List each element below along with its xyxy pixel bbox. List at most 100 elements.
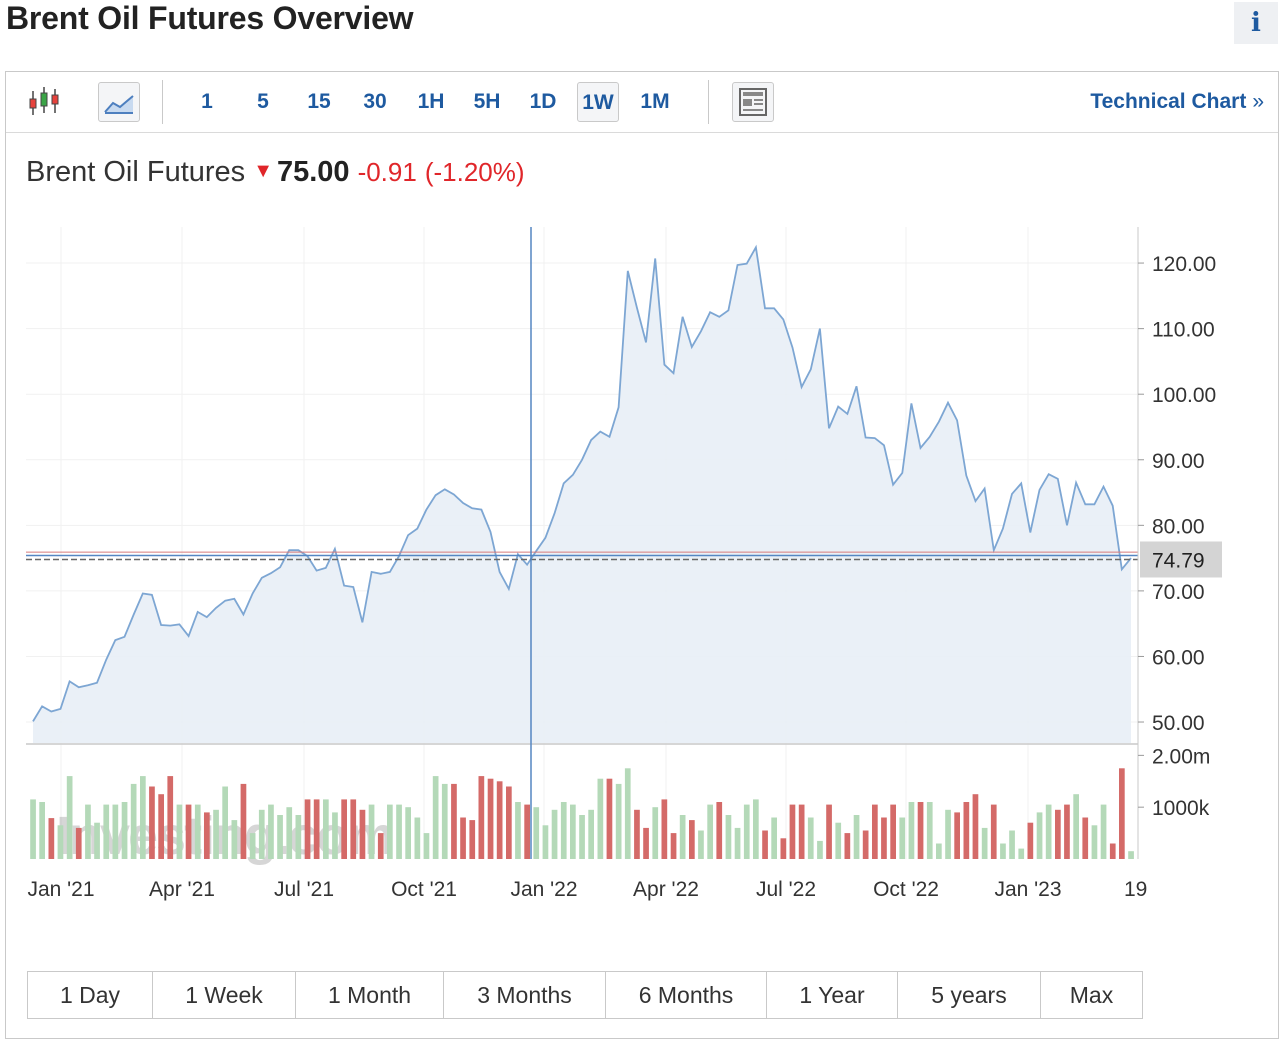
volume-bar	[780, 838, 787, 859]
price-line	[32, 244, 1132, 722]
volume-bar	[222, 786, 228, 859]
technical-chart-link[interactable]: Technical Chart»	[1090, 82, 1264, 122]
volume-bar	[286, 807, 293, 859]
volume-bar	[551, 809, 558, 859]
range-button-1-day[interactable]: 1 Day	[28, 972, 153, 1018]
volume-bar	[487, 778, 494, 859]
volume-bar	[185, 804, 192, 859]
volume-bar	[1027, 822, 1034, 859]
volume-bar	[304, 799, 311, 859]
timeframe-30[interactable]: 30	[363, 90, 387, 113]
volume-bar	[57, 825, 64, 859]
volume-bar	[615, 783, 622, 859]
volume-bar	[597, 778, 604, 859]
volume-bar	[140, 776, 146, 859]
range-button-5-years[interactable]: 5 years	[898, 972, 1041, 1018]
volume-bar	[606, 778, 613, 859]
chart-toolbar: 1 5 15 30 1H 5H 1D 1W 1M Technical Chart»	[6, 72, 1278, 133]
volume-bar	[1100, 804, 1107, 859]
volume-bar	[85, 804, 91, 859]
down-arrow-icon: ▼	[253, 160, 273, 182]
range-button-1-year[interactable]: 1 Year	[767, 972, 898, 1018]
timeframe-1h[interactable]: 1H	[417, 90, 445, 113]
volume-bar	[506, 786, 512, 859]
info-icon[interactable]: i	[1234, 2, 1278, 44]
volume-bar	[661, 799, 668, 859]
volume-bar	[405, 807, 411, 859]
volume-bar	[515, 802, 521, 859]
volume-bar	[524, 804, 530, 859]
volume-bar	[231, 820, 238, 859]
volume-bar	[323, 799, 329, 859]
timeframe-5[interactable]: 5	[257, 90, 269, 113]
volume-bar	[432, 776, 439, 859]
volume-bar	[1073, 794, 1079, 859]
volume-bar	[258, 809, 265, 859]
area-chart-icon[interactable]	[98, 82, 140, 122]
price-chart[interactable]: Investing.com120.00110.00100.0090.0080.0…	[6, 72, 1278, 902]
volume-bar	[588, 809, 594, 859]
timeframe-1w[interactable]: 1W	[577, 82, 619, 122]
volume-bar	[387, 804, 393, 859]
x-tick-label: Apr '21	[149, 878, 215, 901]
volume-bar	[277, 815, 283, 859]
instrument-name: Brent Oil Futures	[26, 156, 246, 188]
volume-bar	[1091, 825, 1098, 859]
range-button-3-months[interactable]: 3 Months	[444, 972, 606, 1018]
volume-bar	[542, 825, 549, 859]
timeframe-5h[interactable]: 5H	[473, 90, 501, 113]
volume-bar	[707, 804, 713, 859]
volume-bar	[332, 812, 338, 859]
layout-icon[interactable]	[732, 82, 774, 122]
volume-bar	[798, 804, 805, 859]
volume-bar	[469, 820, 476, 859]
volume-bar	[313, 799, 320, 859]
volume-bar	[451, 783, 457, 859]
volume-bar	[478, 776, 485, 859]
timeframe-1m[interactable]: 1M	[640, 90, 670, 113]
range-button-6-months[interactable]: 6 Months	[606, 972, 767, 1018]
range-button-1-week[interactable]: 1 Week	[153, 972, 296, 1018]
volume-tick-label: 2.00m	[1152, 745, 1210, 768]
volume-bar	[167, 776, 174, 859]
page-title: Brent Oil Futures Overview	[6, 0, 414, 36]
range-button-max[interactable]: Max	[1069, 982, 1114, 1008]
volume-bar	[1018, 848, 1025, 859]
volume-bar	[945, 809, 951, 859]
y-tick-label: 120.00	[1152, 253, 1216, 276]
volume-bar	[1045, 804, 1052, 859]
volume-bar	[881, 817, 887, 859]
volume-bar	[249, 833, 256, 859]
volume-bar	[579, 815, 585, 859]
y-tick-label: 110.00	[1152, 319, 1215, 342]
volume-bar	[570, 804, 576, 859]
volume-bar	[560, 802, 567, 859]
range-button-1-month[interactable]: 1 Month	[296, 972, 444, 1018]
volume-bar	[268, 804, 274, 859]
price-change: -0.91	[357, 157, 417, 187]
volume-bar	[1064, 804, 1070, 859]
volume-bar	[39, 802, 45, 859]
volume-bar	[679, 815, 686, 859]
volume-bar	[103, 804, 110, 859]
timeframe-1[interactable]: 1	[201, 90, 213, 113]
volume-bar	[121, 802, 128, 859]
timeframe-1d[interactable]: 1D	[529, 90, 557, 113]
volume-bar	[204, 812, 210, 859]
volume-bar	[350, 799, 357, 859]
volume-bar	[1082, 817, 1089, 859]
volume-bar	[835, 822, 842, 859]
volume-bar	[963, 802, 970, 859]
volume-bar	[670, 833, 677, 859]
x-tick-label: Jan '21	[27, 878, 94, 901]
candlestick-chart-icon[interactable]	[24, 82, 66, 122]
volume-bar	[734, 827, 741, 859]
volume-bar	[698, 830, 704, 859]
price-area	[33, 247, 1131, 744]
volume-bar	[359, 809, 366, 859]
volume-bar	[872, 804, 878, 859]
volume-bar	[624, 768, 631, 859]
volume-bar	[643, 827, 649, 859]
volume-bar	[844, 833, 851, 859]
timeframe-15[interactable]: 15	[307, 90, 331, 113]
